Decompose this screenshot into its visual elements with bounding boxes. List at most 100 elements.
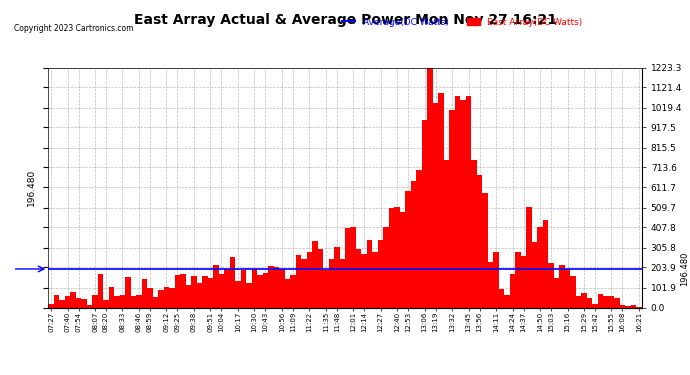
Bar	[395, 207, 400, 308]
Bar	[367, 240, 373, 308]
Bar	[565, 268, 570, 308]
Bar	[532, 242, 538, 308]
Bar	[504, 295, 510, 307]
Bar	[455, 96, 460, 308]
Bar	[482, 194, 488, 308]
Bar	[202, 276, 208, 308]
Bar	[438, 93, 444, 308]
Bar	[230, 257, 235, 307]
Bar	[120, 295, 125, 307]
Bar	[125, 277, 130, 308]
Bar	[554, 278, 560, 308]
Bar	[109, 286, 115, 308]
Bar	[92, 296, 98, 307]
Bar	[521, 255, 526, 308]
Bar	[306, 252, 312, 308]
Bar	[614, 298, 620, 307]
Bar	[81, 298, 87, 307]
Bar	[603, 296, 609, 307]
Bar	[362, 254, 367, 308]
Bar	[169, 288, 175, 308]
Bar	[246, 283, 252, 308]
Bar	[257, 274, 263, 308]
Bar	[499, 289, 504, 308]
Bar	[417, 170, 422, 308]
Bar	[241, 270, 246, 308]
Legend: Average(DC Watts), East Array(DC Watts): Average(DC Watts), East Array(DC Watts)	[338, 14, 586, 30]
Bar	[411, 181, 417, 308]
Bar	[104, 300, 109, 307]
Bar	[625, 306, 631, 308]
Text: 196.480: 196.480	[680, 252, 689, 286]
Text: Copyright 2023 Cartronics.com: Copyright 2023 Cartronics.com	[14, 24, 133, 33]
Bar	[54, 295, 59, 307]
Bar	[219, 274, 224, 308]
Bar	[76, 298, 81, 307]
Bar	[164, 286, 169, 308]
Bar	[449, 110, 455, 308]
Bar	[560, 265, 565, 308]
Bar	[98, 274, 104, 308]
Bar	[378, 240, 384, 308]
Bar	[48, 304, 54, 307]
Bar	[339, 259, 345, 308]
Bar	[65, 296, 70, 307]
Bar	[301, 259, 306, 308]
Bar	[59, 300, 65, 307]
Bar	[323, 270, 328, 308]
Bar	[351, 227, 356, 308]
Bar	[284, 279, 290, 308]
Bar	[515, 252, 521, 308]
Bar	[136, 296, 141, 307]
Bar	[197, 283, 202, 308]
Bar	[295, 255, 301, 308]
Bar	[147, 288, 152, 308]
Bar	[389, 208, 395, 308]
Bar	[252, 269, 257, 308]
Bar	[581, 294, 586, 308]
Bar	[549, 263, 554, 308]
Bar	[631, 305, 636, 308]
Bar	[460, 100, 466, 308]
Bar	[510, 274, 515, 308]
Bar	[175, 274, 180, 308]
Bar	[152, 297, 158, 307]
Bar	[598, 294, 603, 307]
Bar	[538, 227, 543, 308]
Bar	[328, 259, 334, 308]
Bar	[493, 252, 499, 308]
Bar	[70, 292, 76, 308]
Bar	[609, 296, 614, 307]
Bar	[526, 207, 532, 308]
Y-axis label: 196.480: 196.480	[27, 169, 36, 206]
Text: East Array Actual & Average Power Mon Nov 27 16:21: East Array Actual & Average Power Mon No…	[133, 13, 557, 27]
Bar	[466, 96, 471, 308]
Bar	[334, 247, 339, 308]
Bar	[186, 285, 191, 308]
Bar	[592, 304, 598, 307]
Bar	[356, 249, 362, 308]
Bar	[191, 276, 197, 308]
Bar	[180, 274, 186, 308]
Bar	[406, 191, 411, 308]
Bar	[268, 266, 273, 308]
Bar	[115, 296, 120, 307]
Bar	[213, 266, 219, 308]
Bar	[290, 275, 295, 308]
Bar	[575, 296, 581, 307]
Bar	[433, 102, 438, 308]
Bar	[312, 242, 317, 308]
Bar	[87, 304, 92, 307]
Bar	[400, 211, 406, 308]
Bar	[543, 220, 549, 308]
Bar	[471, 160, 477, 308]
Bar	[422, 120, 427, 308]
Bar	[570, 276, 575, 308]
Bar	[373, 252, 378, 308]
Bar	[141, 279, 147, 308]
Bar	[636, 307, 642, 308]
Bar	[273, 267, 279, 308]
Bar	[427, 68, 433, 308]
Bar	[444, 160, 449, 308]
Bar	[279, 269, 284, 308]
